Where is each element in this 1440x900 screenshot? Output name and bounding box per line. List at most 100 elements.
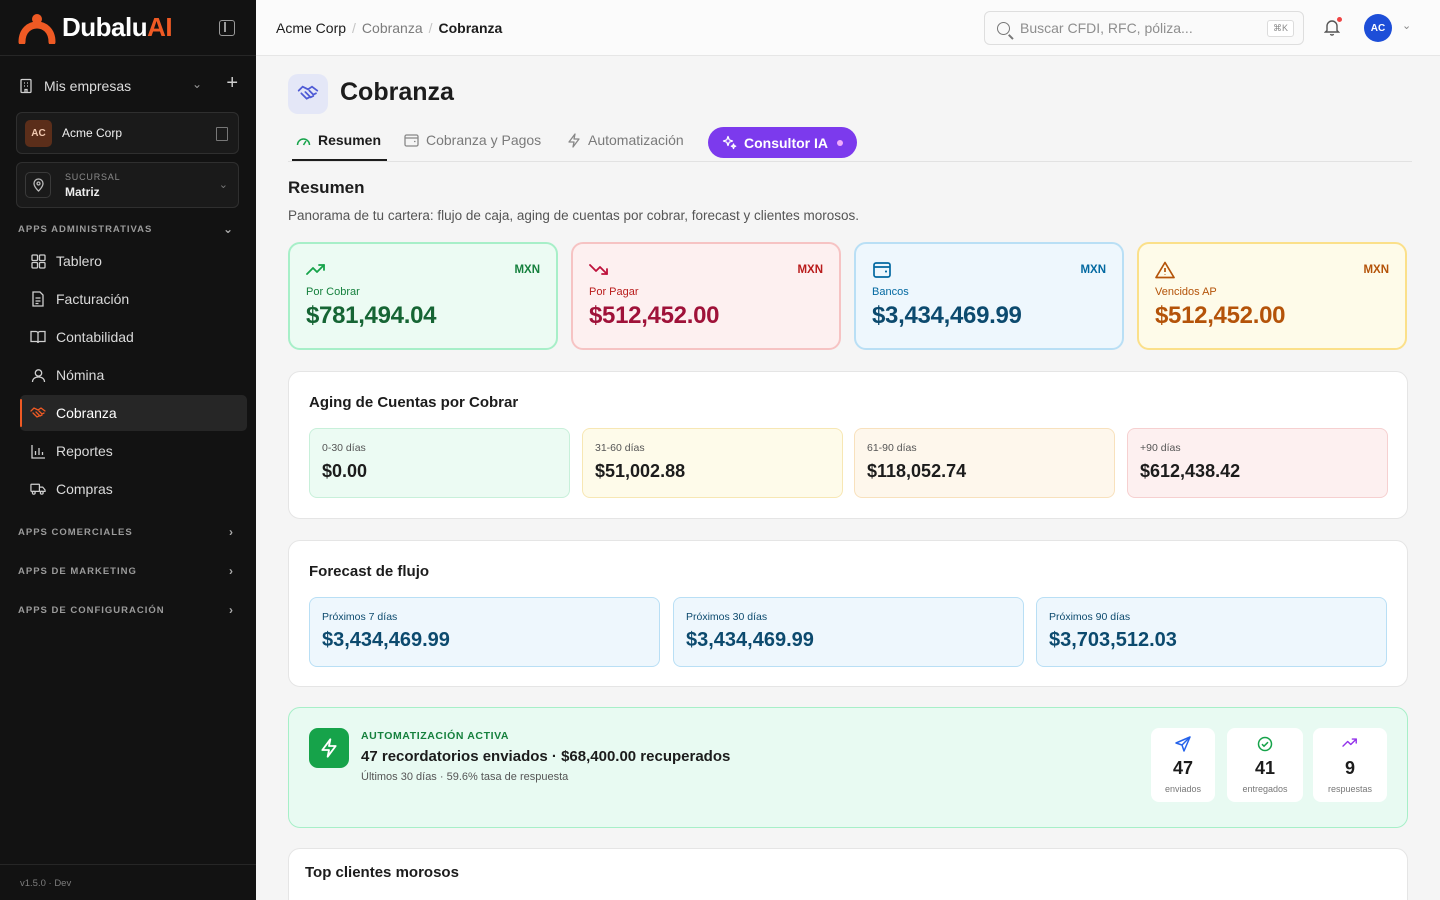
aging-bucket-0-30[interactable]: 0-30 días $0.00 xyxy=(309,428,570,498)
warning-triangle-icon xyxy=(1155,261,1175,279)
main-content: Cobranza Resumen Cobranza y Pagos Automa… xyxy=(256,56,1440,900)
aging-value: $118,052.74 xyxy=(867,461,967,481)
forecast-value: $3,703,512.03 xyxy=(1049,629,1177,651)
sidebar-item-label: Cobranza xyxy=(56,405,117,421)
kpi-label: Por Cobrar xyxy=(306,286,360,298)
branch-selector[interactable]: SUCURSAL Matriz ⌄ xyxy=(16,162,239,208)
sidebar-item-contabilidad[interactable]: Contabilidad xyxy=(20,319,247,355)
cobranza-page-icon xyxy=(288,74,328,114)
trending-up-icon xyxy=(306,264,325,275)
trending-up-icon xyxy=(1342,738,1357,747)
sidebar-item-label: Compras xyxy=(56,481,113,497)
aging-label: +90 días xyxy=(1140,442,1181,454)
aging-value: $0.00 xyxy=(322,461,368,481)
sidebar-item-tablero[interactable]: Tablero xyxy=(20,243,247,279)
chevron-down-icon[interactable]: ⌄ xyxy=(1402,20,1412,32)
panel-title: Aging de Cuentas por Cobrar xyxy=(309,394,519,411)
add-company-icon[interactable]: + xyxy=(226,72,238,94)
aging-panel: Aging de Cuentas por Cobrar 0-30 días $0… xyxy=(288,371,1408,519)
sidebar-item-label: Facturación xyxy=(56,291,130,307)
company-selector[interactable]: AC Acme Corp xyxy=(16,112,239,154)
search-shortcut: ⌘K xyxy=(1266,20,1294,37)
user-avatar[interactable]: AC xyxy=(1364,14,1392,42)
chevron-down-icon[interactable]: ⌄ xyxy=(191,77,202,91)
stat-caption: respuestas xyxy=(1327,784,1373,794)
user-icon xyxy=(30,367,46,383)
forecast-label: Próximos 7 días xyxy=(322,611,398,623)
automation-headline: 47 recordatorios enviados · $68,400.00 r… xyxy=(361,748,731,765)
kpi-value: $781,494.04 xyxy=(306,302,437,329)
kpi-vencidos-ap[interactable]: MXN Vencidos AP $512,452.00 xyxy=(1137,242,1407,350)
sparkle-icon xyxy=(722,135,737,150)
sidebar-item-compras[interactable]: Compras xyxy=(20,471,247,507)
sidebar-item-reportes[interactable]: Reportes xyxy=(20,433,247,469)
search-input[interactable] xyxy=(1020,20,1260,36)
ai-status-dot xyxy=(837,139,843,146)
section-description: Panorama de tu cartera: flujo de caja, a… xyxy=(288,208,860,223)
forecast-7-dias[interactable]: Próximos 7 días $3,434,469.99 xyxy=(309,597,660,667)
sidebar-item-label: Nómina xyxy=(56,367,105,383)
logo-text: DubaluAI xyxy=(62,12,173,42)
chevron-down-icon: ⌄ xyxy=(222,222,234,236)
kpi-label: Por Pagar xyxy=(589,286,639,298)
tab-cobranza-pagos[interactable]: Cobranza y Pagos xyxy=(404,132,541,148)
wallet-icon xyxy=(404,133,419,148)
sidebar-item-facturacion[interactable]: Facturación xyxy=(20,281,247,317)
breadcrumb: Acme Corp / Cobranza / Cobranza xyxy=(276,20,502,36)
kpi-value: $3,434,469.99 xyxy=(872,302,1022,329)
kpi-bancos[interactable]: MXN Bancos $3,434,469.99 xyxy=(854,242,1124,350)
aging-bucket-31-60[interactable]: 31-60 días $51,002.88 xyxy=(582,428,843,498)
breadcrumb-separator: / xyxy=(428,20,433,36)
breadcrumb-item[interactable]: Cobranza xyxy=(361,20,423,36)
section-label: APPS ADMINISTRATIVAS xyxy=(18,224,153,235)
breadcrumb-item[interactable]: Acme Corp xyxy=(276,20,347,36)
branch-label: SUCURSAL xyxy=(65,171,121,182)
kpi-value: $512,452.00 xyxy=(589,302,720,329)
chevron-down-icon: ⌄ xyxy=(218,179,228,191)
bar-chart-icon xyxy=(30,443,46,459)
forecast-30-dias[interactable]: Próximos 30 días $3,434,469.99 xyxy=(673,597,1024,667)
sidebar-item-cobranza[interactable]: Cobranza xyxy=(20,395,247,431)
stat-respuestas: 9 respuestas xyxy=(1313,728,1387,802)
tab-consultor-ia[interactable]: Consultor IA xyxy=(708,127,857,158)
section-apps-configuracion[interactable]: APPS DE CONFIGURACIÓN › xyxy=(18,603,238,617)
send-icon xyxy=(1175,736,1191,752)
aging-label: 31-60 días xyxy=(595,442,645,454)
kpi-por-pagar[interactable]: MXN Por Pagar $512,452.00 xyxy=(571,242,841,350)
document-icon xyxy=(30,291,46,307)
kpi-label: Bancos xyxy=(872,286,909,298)
handshake-icon xyxy=(30,405,46,421)
aging-bucket-61-90[interactable]: 61-90 días $118,052.74 xyxy=(854,428,1115,498)
sidebar-item-label: Contabilidad xyxy=(56,329,134,345)
aging-label: 61-90 días xyxy=(867,442,917,454)
book-icon xyxy=(30,329,46,345)
section-apps-comerciales[interactable]: APPS COMERCIALES › xyxy=(18,525,238,539)
aging-value: $612,438.42 xyxy=(1140,461,1241,481)
panel-title: Forecast de flujo xyxy=(309,563,430,580)
section-apps-marketing[interactable]: APPS DE MARKETING › xyxy=(18,564,238,578)
kpi-por-cobrar[interactable]: MXN Por Cobrar $781,494.04 xyxy=(288,242,558,350)
sidebar-collapse-icon[interactable] xyxy=(219,20,235,36)
forecast-90-dias[interactable]: Próximos 90 días $3,703,512.03 xyxy=(1036,597,1387,667)
tab-automatizacion[interactable]: Automatización xyxy=(566,132,684,148)
tab-resumen[interactable]: Resumen xyxy=(291,132,388,161)
mis-empresas-row[interactable]: Mis empresas ⌄ + xyxy=(18,72,240,98)
aging-value: $51,002.88 xyxy=(595,461,686,481)
bell-icon[interactable] xyxy=(1324,18,1340,36)
kpi-currency: MXN xyxy=(1363,264,1389,276)
search-icon xyxy=(997,21,1010,35)
tab-label: Cobranza y Pagos xyxy=(426,132,542,148)
section-title: Resumen xyxy=(288,178,365,197)
aging-bucket-90-plus[interactable]: +90 días $612,438.42 xyxy=(1127,428,1388,498)
search-box[interactable]: ⌘K xyxy=(984,11,1304,45)
panel-title: Top clientes morosos xyxy=(305,864,459,881)
automation-subtitle: Últimos 30 días · 59.6% tasa de respuest… xyxy=(361,771,569,783)
automation-banner[interactable]: AUTOMATIZACIÓN ACTIVA 47 recordatorios e… xyxy=(288,707,1408,828)
stat-enviados: 47 enviados xyxy=(1151,728,1215,802)
section-apps-administrativas[interactable]: APPS ADMINISTRATIVAS ⌄ xyxy=(18,222,238,236)
lightning-icon xyxy=(566,132,581,148)
sidebar-item-nomina[interactable]: Nómina xyxy=(20,357,247,393)
logo[interactable]: DubaluAI xyxy=(0,0,256,56)
company-name: Acme Corp xyxy=(62,126,123,140)
location-pin-icon xyxy=(25,172,51,198)
